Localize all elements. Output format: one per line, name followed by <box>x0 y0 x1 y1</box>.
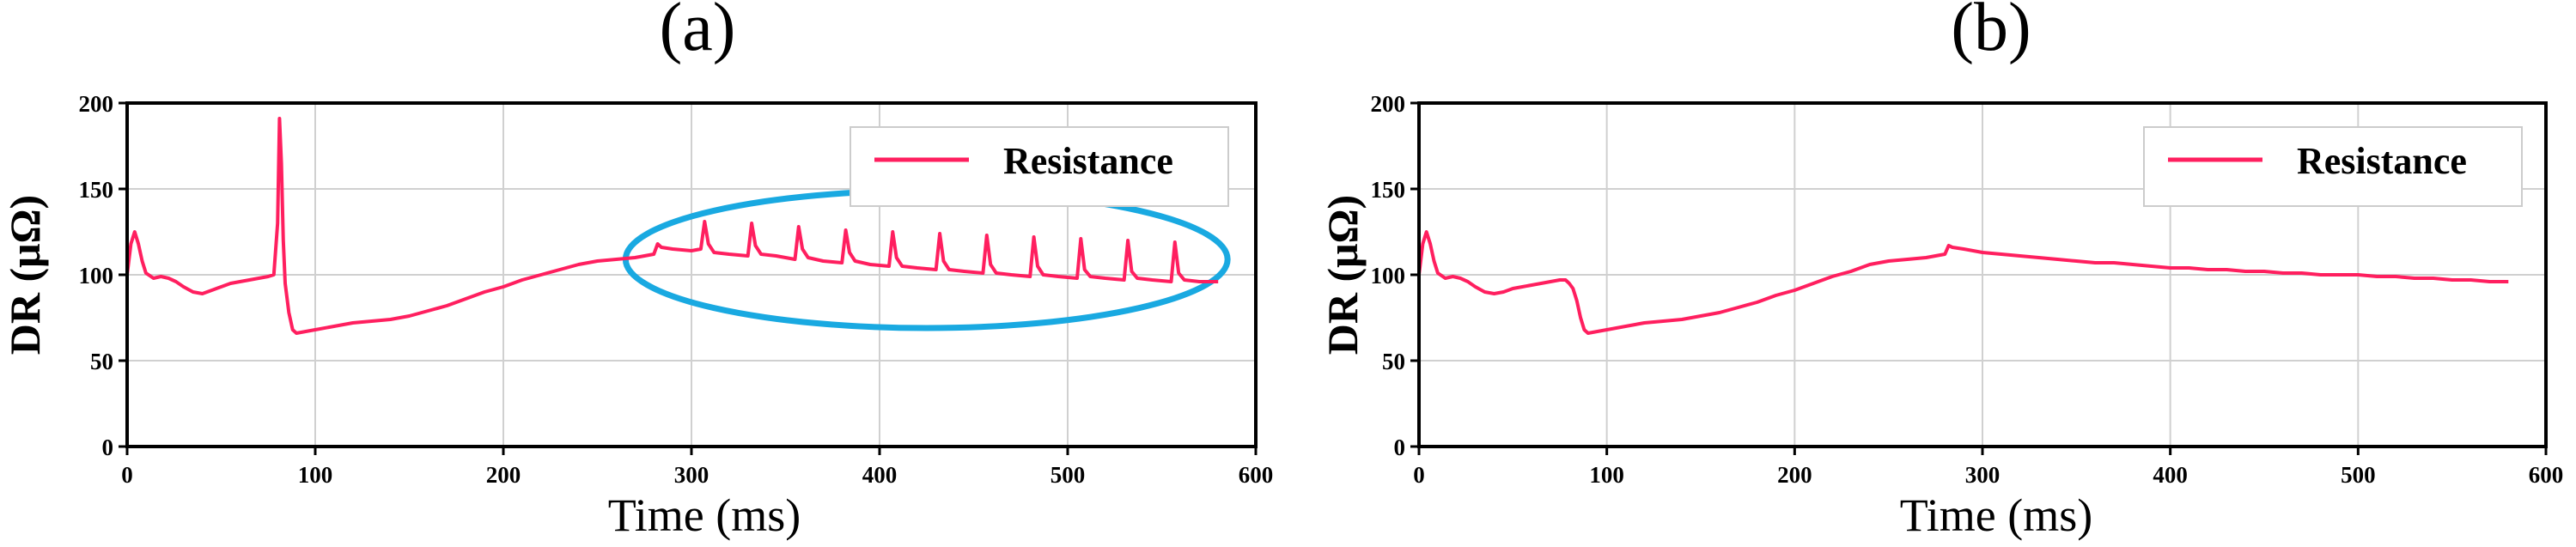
x-tick-label: 600 <box>1239 462 1274 488</box>
y-tick-label: 150 <box>79 177 114 203</box>
x-tick-label: 400 <box>2153 462 2188 488</box>
y-tick-label: 50 <box>1382 349 1405 374</box>
ticks-a: 0 100 200 300 400 500 600 0 50 100 150 200 <box>79 91 1274 488</box>
legend-label-b: Resistance <box>2297 140 2467 182</box>
annotation-a <box>622 187 1231 331</box>
chart-panel-b: (b) 0 100 200 300 400 500 600 0 50 100 150 200 Time… <box>1318 0 2563 541</box>
chart-panel-a: (a) 0 100 200 300 400 500 600 0 50 100 150 200 Time… <box>1 0 1273 541</box>
x-tick-label: 500 <box>2341 462 2376 488</box>
x-axis-title-a: Time (ms) <box>608 489 801 541</box>
x-tick-label: 100 <box>298 462 333 488</box>
y-tick-label: 200 <box>1371 91 1406 117</box>
legend-b: Resistance <box>2143 126 2523 207</box>
x-tick-label: 500 <box>1050 462 1086 488</box>
x-tick-label: 300 <box>1965 462 2001 488</box>
x-tick-label: 600 <box>2529 462 2564 488</box>
legend-a: Resistance <box>850 126 1229 207</box>
x-tick-label: 0 <box>121 462 133 488</box>
legend-box-a <box>850 126 1229 207</box>
series-a <box>125 117 1219 335</box>
x-tick-label: 200 <box>1777 462 1812 488</box>
y-tick-label: 150 <box>1371 177 1406 203</box>
legend-label-a: Resistance <box>1003 140 1173 182</box>
series-line-resistance <box>125 117 1219 335</box>
highlight-ellipse <box>622 187 1231 331</box>
y-tick-label: 200 <box>79 91 114 117</box>
y-tick-label: 100 <box>79 263 114 289</box>
panel-label-b: (b) <box>1951 0 2031 65</box>
x-tick-label: 400 <box>862 462 898 488</box>
y-tick-label: 50 <box>90 349 113 374</box>
y-tick-label: 0 <box>102 435 114 460</box>
x-tick-label: 100 <box>1589 462 1624 488</box>
x-tick-label: 0 <box>1413 462 1425 488</box>
panel-label-a: (a) <box>660 0 736 65</box>
legend-box-b <box>2143 126 2523 207</box>
x-axis-title-b: Time (ms) <box>1900 489 2093 541</box>
x-tick-label: 300 <box>674 462 709 488</box>
y-tick-label: 0 <box>1394 435 1406 460</box>
y-tick-label: 100 <box>1371 263 1406 289</box>
y-axis-title-a: DR (μΩ) <box>1 195 49 355</box>
y-axis-title-b: DR (μΩ) <box>1318 195 1367 355</box>
series-b <box>1417 230 2509 335</box>
series-line-resistance <box>1417 230 2509 335</box>
ticks-b: 0 100 200 300 400 500 600 0 50 100 150 200 <box>1371 91 2564 488</box>
x-tick-label: 200 <box>486 462 521 488</box>
